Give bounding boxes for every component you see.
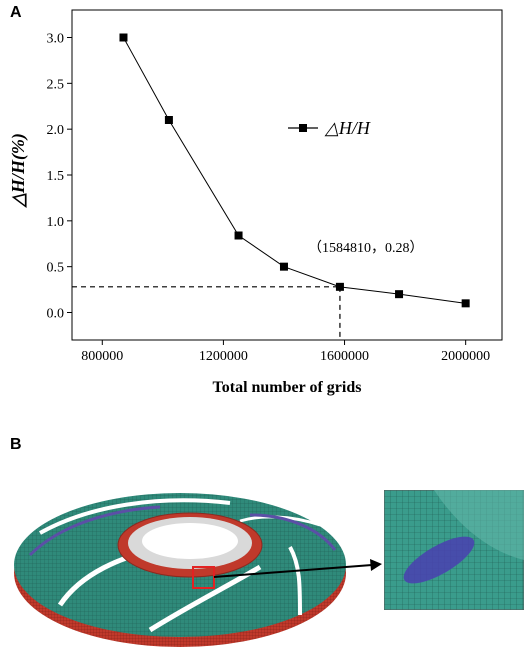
panel-label-a: A bbox=[10, 4, 22, 21]
impeller-disk bbox=[14, 493, 346, 647]
x-tick-label: 1200000 bbox=[199, 349, 248, 364]
y-tick-label: 2.5 bbox=[47, 77, 65, 92]
data-point bbox=[119, 33, 128, 42]
blade-edge-purple-2 bbox=[249, 513, 337, 551]
data-point bbox=[234, 231, 243, 240]
panel-label-b: B bbox=[10, 436, 22, 453]
inset-blade-surface bbox=[434, 490, 524, 560]
line-chart: 800000 1200000 1600000 2000000 0.0 0.5 1.0 1.5 2… bbox=[8, 9, 503, 396]
blade-edge-purple-1 bbox=[28, 505, 161, 557]
y-tick-label: 1.5 bbox=[47, 169, 65, 184]
legend-entry-label: △H/H bbox=[324, 118, 371, 138]
zoom-inset bbox=[384, 490, 524, 610]
impeller-mesh-illustration bbox=[14, 493, 382, 647]
data-point bbox=[279, 262, 288, 271]
y-tick-label: 1.0 bbox=[47, 215, 65, 230]
data-point bbox=[335, 282, 344, 291]
x-axis-label: Total number of grids bbox=[213, 379, 362, 396]
data-point bbox=[164, 116, 173, 124]
legend-marker bbox=[299, 124, 307, 132]
y-tick-label: 0.5 bbox=[47, 261, 65, 276]
annotation-label: （1584810，0.28） bbox=[308, 240, 424, 256]
chart-axes: 800000 1200000 1600000 2000000 0.0 0.5 1.0 1.5 2… bbox=[47, 9, 503, 364]
x-tick-label: 2000000 bbox=[441, 349, 490, 364]
data-point bbox=[461, 299, 470, 308]
chart-labels: Total number of grids △H/H(%) （1584810，0… bbox=[8, 133, 424, 396]
y-tick-label: 2.0 bbox=[47, 123, 65, 138]
y-axis-label: △H/H(%) bbox=[8, 133, 29, 209]
x-tick-label: 1600000 bbox=[320, 349, 369, 364]
annotation-guides bbox=[72, 286, 341, 340]
y-tick-label: 0.0 bbox=[47, 307, 65, 322]
inset-blade-tip bbox=[403, 536, 475, 584]
legend: △H/H bbox=[288, 118, 371, 138]
series-line bbox=[123, 37, 466, 304]
blade-channel-1 bbox=[39, 498, 231, 535]
blade-channel-4 bbox=[288, 546, 302, 616]
x-tick-label: 800000 bbox=[81, 349, 123, 364]
data-point bbox=[395, 290, 404, 299]
hub-hole bbox=[142, 523, 238, 559]
highlight-box bbox=[192, 566, 215, 589]
zoom-arrow-line bbox=[213, 564, 373, 578]
series-group bbox=[119, 33, 470, 308]
blade-channel-3 bbox=[148, 564, 262, 633]
y-tick-label: 3.0 bbox=[47, 32, 65, 47]
zoom-arrow-head bbox=[370, 559, 382, 571]
plot-frame bbox=[71, 9, 503, 341]
